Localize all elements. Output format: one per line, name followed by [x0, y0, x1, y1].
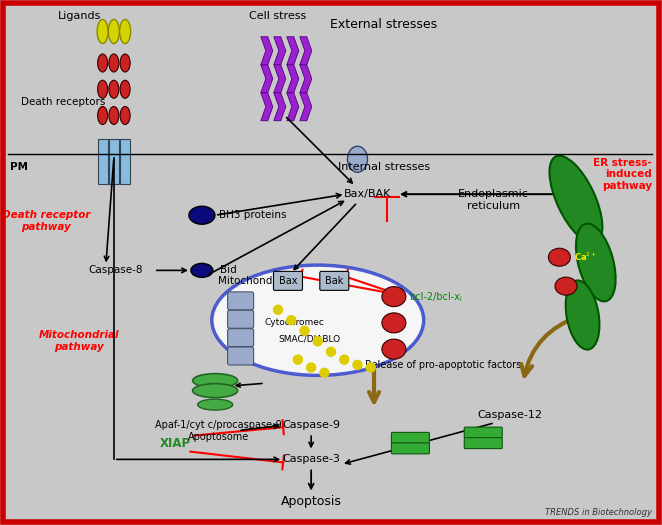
Text: Bid: Bid [220, 265, 236, 276]
Circle shape [340, 355, 349, 364]
Circle shape [307, 363, 316, 372]
Ellipse shape [212, 265, 424, 375]
Ellipse shape [109, 19, 119, 44]
Bar [97, 139, 108, 184]
Ellipse shape [120, 54, 130, 72]
Polygon shape [300, 37, 312, 65]
Text: SMAC/DIABLO: SMAC/DIABLO [278, 334, 340, 343]
FancyBboxPatch shape [464, 427, 502, 438]
Circle shape [293, 355, 303, 364]
Polygon shape [287, 65, 299, 93]
Text: BH3 proteins: BH3 proteins [219, 210, 287, 220]
Text: Mitochondria: Mitochondria [218, 276, 287, 286]
Ellipse shape [549, 156, 602, 243]
Text: Cytochromec: Cytochromec [265, 318, 324, 328]
Text: Caspase-3: Caspase-3 [282, 454, 340, 465]
Ellipse shape [576, 224, 616, 301]
Text: bcl-2/bcl-xⱼ: bcl-2/bcl-xⱼ [409, 291, 461, 302]
Ellipse shape [193, 374, 238, 387]
Polygon shape [300, 93, 312, 121]
Text: Caspase-9: Caspase-9 [282, 420, 340, 430]
Circle shape [300, 326, 309, 335]
Text: Bax/BAK: Bax/BAK [344, 189, 391, 200]
Text: XIAP: XIAP [160, 437, 191, 450]
Polygon shape [274, 65, 286, 93]
Ellipse shape [120, 80, 130, 98]
Circle shape [313, 337, 322, 346]
Ellipse shape [198, 399, 232, 410]
Circle shape [366, 363, 375, 372]
Circle shape [320, 368, 329, 377]
Ellipse shape [120, 107, 130, 124]
FancyBboxPatch shape [320, 271, 349, 290]
Text: Bak: Bak [325, 276, 344, 286]
Circle shape [287, 316, 296, 325]
Ellipse shape [193, 384, 238, 397]
Text: Caspase-8: Caspase-8 [89, 265, 143, 276]
Ellipse shape [548, 248, 571, 266]
Ellipse shape [97, 54, 108, 72]
Bar [109, 139, 119, 184]
Text: Cell stress: Cell stress [250, 11, 307, 21]
Text: Mitochondrial
pathway: Mitochondrial pathway [39, 330, 120, 352]
Ellipse shape [109, 54, 119, 72]
FancyBboxPatch shape [228, 347, 254, 365]
FancyBboxPatch shape [391, 433, 430, 444]
FancyBboxPatch shape [228, 310, 254, 328]
Ellipse shape [97, 107, 108, 124]
FancyBboxPatch shape [273, 271, 303, 290]
Text: Ca$^{2+}$: Ca$^{2+}$ [575, 251, 597, 264]
Ellipse shape [382, 313, 406, 333]
Polygon shape [274, 37, 286, 65]
Polygon shape [287, 37, 299, 65]
Polygon shape [300, 65, 312, 93]
Text: Death receptor
pathway: Death receptor pathway [2, 210, 91, 232]
Ellipse shape [382, 339, 406, 359]
Text: TRENDS in Biotechnology: TRENDS in Biotechnology [545, 508, 652, 517]
Text: ER stress-
induced
pathway: ER stress- induced pathway [593, 158, 652, 191]
Polygon shape [261, 37, 273, 65]
Circle shape [353, 360, 362, 370]
Text: Ligands: Ligands [58, 11, 101, 21]
Circle shape [273, 305, 283, 314]
FancyBboxPatch shape [228, 329, 254, 346]
Text: Internal stresses: Internal stresses [338, 162, 430, 172]
Ellipse shape [348, 146, 367, 172]
Ellipse shape [191, 264, 213, 277]
Text: Death receptors: Death receptors [21, 97, 105, 108]
FancyBboxPatch shape [391, 443, 430, 454]
Polygon shape [261, 93, 273, 121]
Text: Bax: Bax [279, 276, 297, 286]
Circle shape [326, 347, 336, 356]
Text: Endoplasmic
reticulum: Endoplasmic reticulum [457, 189, 529, 211]
Text: Apaf-1/cyt c/procaspase-9
Apoptosome: Apaf-1/cyt c/procaspase-9 Apoptosome [155, 420, 282, 442]
Ellipse shape [382, 287, 406, 307]
Ellipse shape [189, 206, 215, 224]
Ellipse shape [120, 19, 130, 44]
Polygon shape [261, 65, 273, 93]
Ellipse shape [109, 107, 119, 124]
Ellipse shape [109, 80, 119, 98]
FancyBboxPatch shape [228, 292, 254, 310]
Text: Apoptosis: Apoptosis [281, 495, 342, 508]
Text: External stresses: External stresses [330, 18, 438, 31]
Ellipse shape [97, 80, 108, 98]
Text: PM: PM [10, 162, 28, 172]
Ellipse shape [555, 277, 577, 295]
Polygon shape [274, 93, 286, 121]
Text: Caspase-12: Caspase-12 [477, 410, 542, 420]
Ellipse shape [97, 19, 108, 44]
Text: Release of pro-apoptotic factors: Release of pro-apoptotic factors [365, 360, 522, 370]
Bar [120, 139, 130, 184]
Ellipse shape [565, 280, 600, 350]
Polygon shape [287, 93, 299, 121]
FancyBboxPatch shape [464, 438, 502, 449]
